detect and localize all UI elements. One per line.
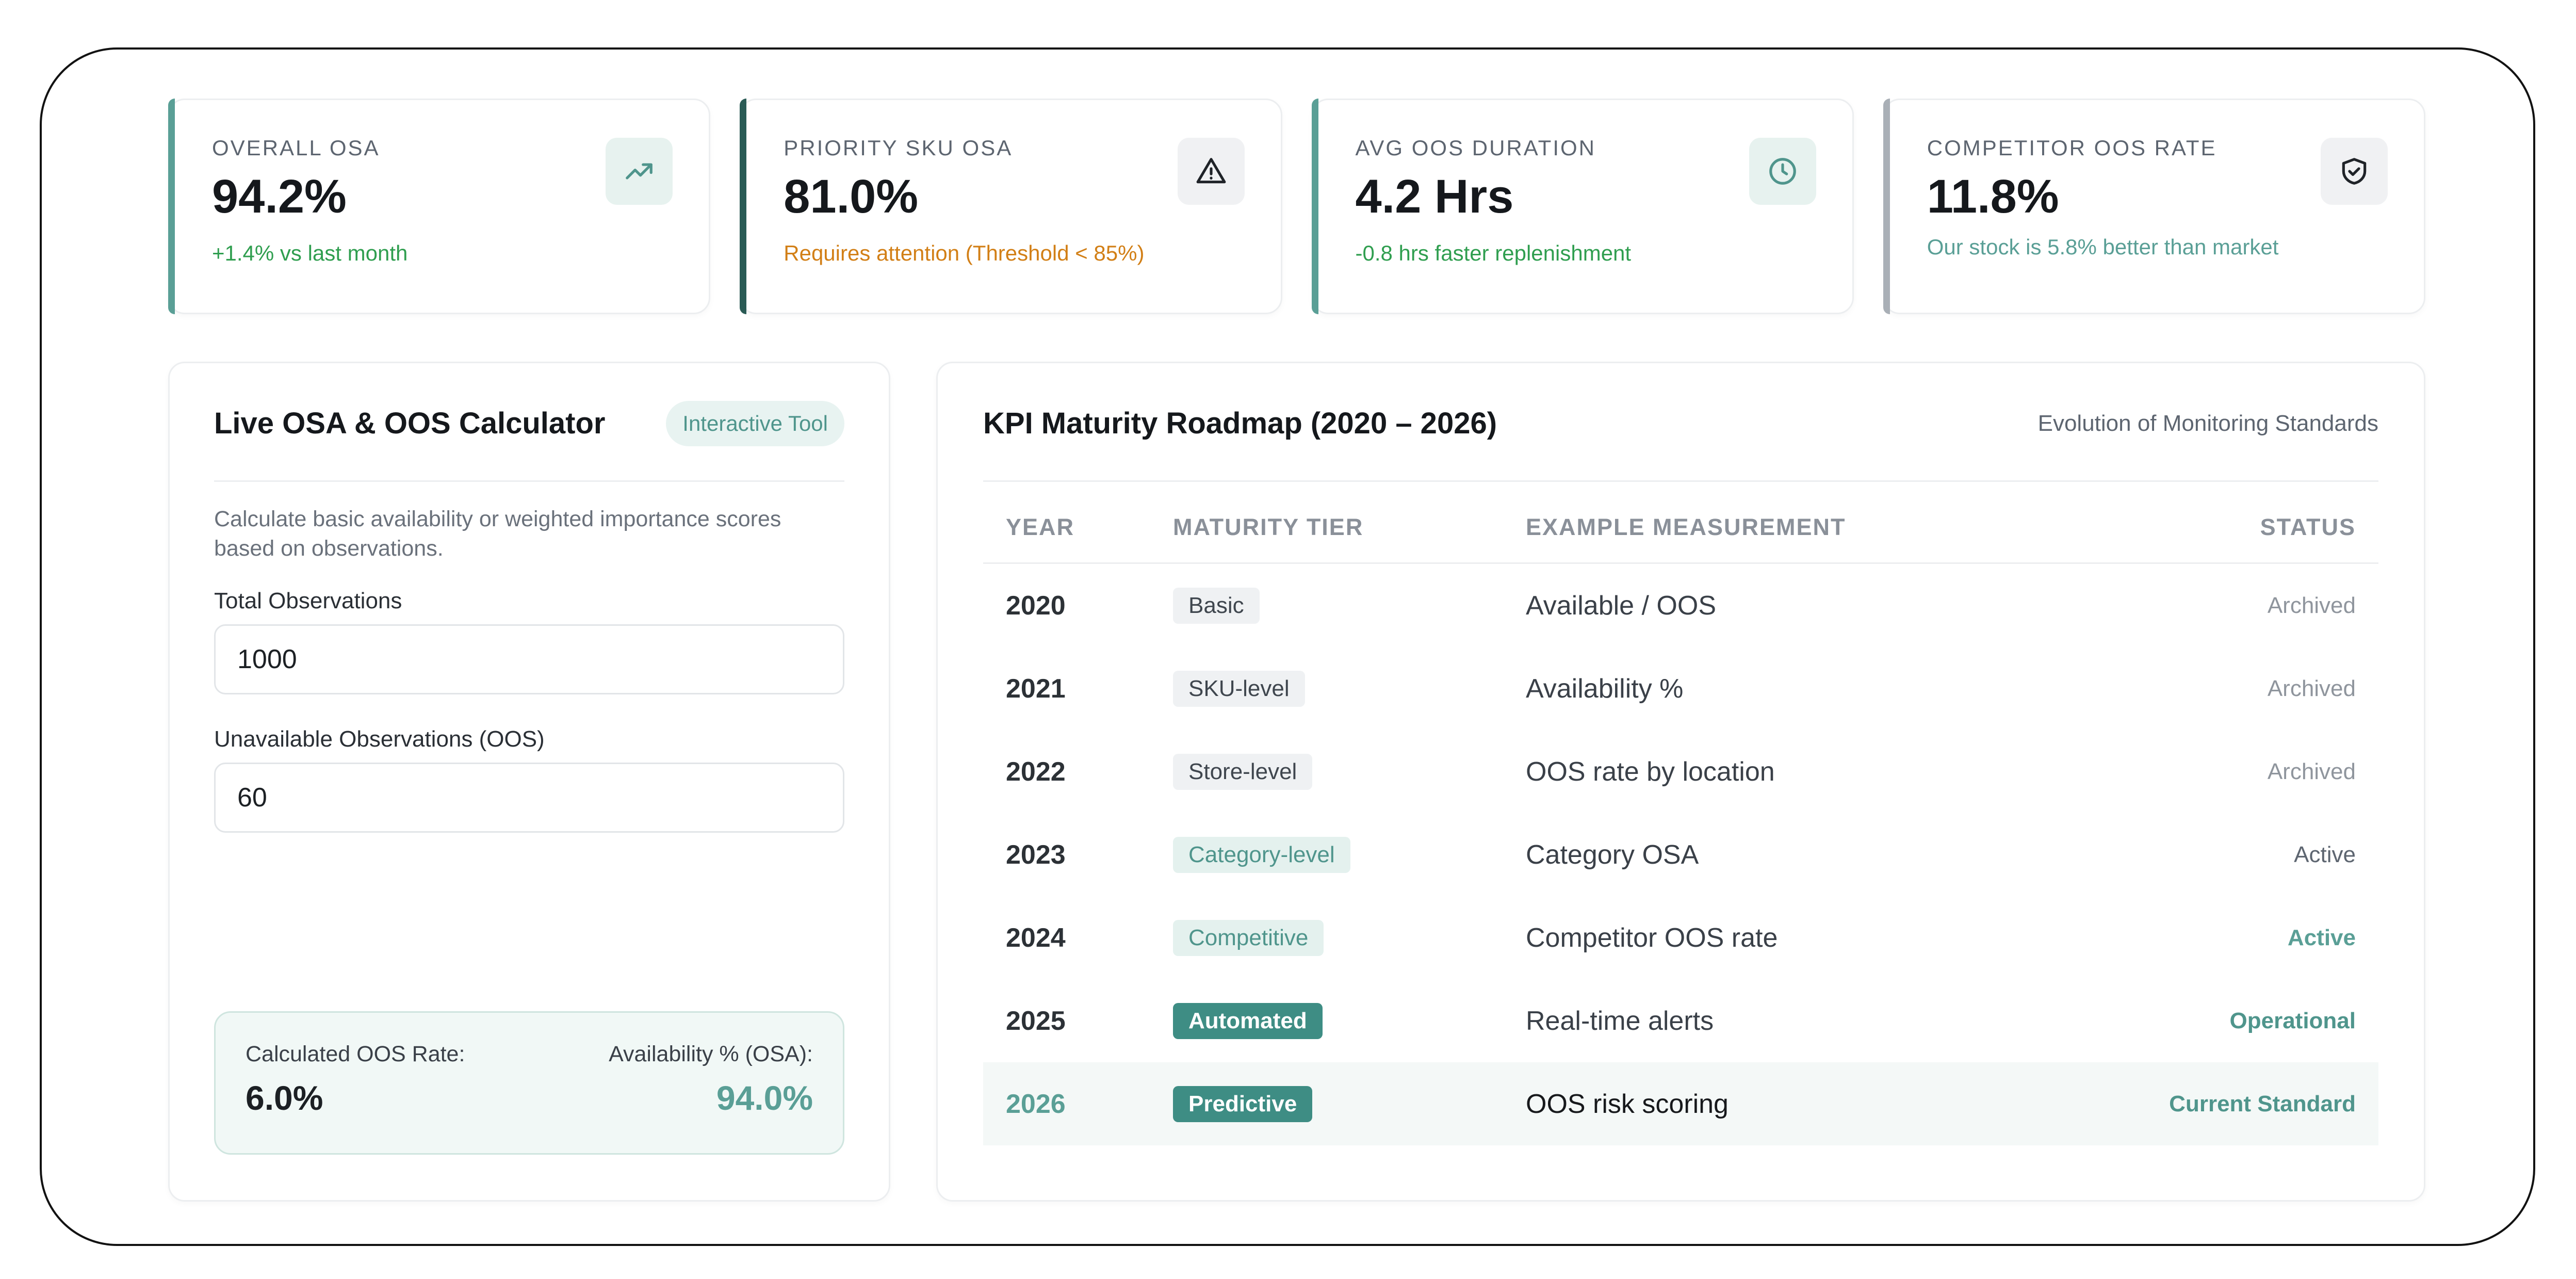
kpi-label: COMPETITOR OOS RATE [1927, 136, 2217, 160]
row-status: Archived [2267, 675, 2356, 701]
kpi-value: 11.8% [1927, 170, 2059, 223]
roadmap-table: YEAR MATURITY TIER EXAMPLE MEASUREMENT S… [983, 514, 2378, 1145]
column-header-year: YEAR [983, 514, 1150, 564]
kpi-value: 4.2 Hrs [1355, 170, 1514, 223]
kpi-warning: Requires attention (Threshold < 85%) [784, 241, 1145, 265]
osa-value: 94.0% [716, 1079, 813, 1117]
calculator-header: Live OSA & OOS Calculator Interactive To… [214, 363, 844, 482]
clock-icon [1749, 138, 1816, 205]
kpi-value: 94.2% [212, 170, 347, 223]
column-header-status: STATUS [2025, 514, 2378, 564]
total-observations-input[interactable]: 1000 [214, 624, 844, 694]
total-observations-label: Total Observations [214, 588, 402, 613]
calculator-description: Calculate basic availability or weighted… [214, 507, 781, 561]
kpi-card-avg-oos-duration: AVG OOS DURATION 4.2 Hrs -0.8 hrs faster… [1311, 99, 1854, 314]
tier-badge: Category-level [1173, 836, 1350, 873]
tier-badge: Store-level [1173, 753, 1313, 790]
calculator-title: Live OSA & OOS Calculator [214, 407, 606, 440]
row-measurement: Availability % [1526, 673, 1684, 704]
row-measurement: OOS risk scoring [1503, 1062, 2025, 1145]
row-year: 2025 [1006, 1006, 1066, 1036]
row-year: 2021 [1006, 673, 1066, 704]
tier-badge: SKU-level [1173, 670, 1305, 707]
table-row: 2022 Store-level OOS rate by location Ar… [983, 730, 2378, 813]
kpi-trend: -0.8 hrs faster replenishment [1355, 241, 1632, 265]
kpi-note: Our stock is 5.8% better than market [1927, 235, 2279, 259]
kpi-card-competitor-oos-rate: COMPETITOR OOS RATE 11.8% Our stock is 5… [1883, 99, 2425, 314]
kpi-card-overall-osa: OVERALL OSA 94.2% +1.4% vs last month [168, 99, 711, 314]
alert-triangle-icon [1177, 138, 1245, 205]
calculator-result-box: Calculated OOS Rate: 6.0% Availability %… [214, 1011, 844, 1155]
row-year: 2022 [1006, 756, 1066, 787]
row-status: Operational [2229, 1008, 2356, 1033]
unavailable-observations-label: Unavailable Observations (OOS) [214, 726, 545, 752]
row-status: Archived [2267, 758, 2356, 784]
row-measurement: Competitor OOS rate [1526, 922, 1778, 953]
row-status: Active [2294, 841, 2356, 867]
row-status: Archived [2267, 592, 2356, 618]
trending-up-icon [606, 138, 673, 205]
column-header-measurement: EXAMPLE MEASUREMENT [1503, 514, 2025, 564]
row-year: 2023 [1006, 839, 1066, 870]
tier-badge: Predictive [1173, 1086, 1313, 1122]
oos-rate-value: 6.0% [246, 1079, 323, 1117]
roadmap-title: KPI Maturity Roadmap (2020 – 2026) [983, 407, 1497, 440]
dashboard: OVERALL OSA 94.2% +1.4% vs last month PR… [168, 99, 2425, 1202]
interactive-tool-badge: Interactive Tool [666, 400, 844, 446]
row-year: 2026 [983, 1062, 1150, 1145]
kpi-row: OVERALL OSA 94.2% +1.4% vs last month PR… [168, 99, 2425, 314]
table-row: 2021 SKU-level Availability % Archived [983, 647, 2378, 730]
oos-rate-label: Calculated OOS Rate: [246, 1042, 465, 1066]
osa-result: Availability % (OSA): 94.0% [609, 1042, 813, 1153]
unavailable-observations-input[interactable]: 60 [214, 763, 844, 833]
panels: Live OSA & OOS Calculator Interactive To… [168, 362, 2425, 1202]
kpi-roadmap-panel: KPI Maturity Roadmap (2020 – 2026) Evolu… [936, 362, 2425, 1202]
kpi-card-priority-sku-osa: PRIORITY SKU OSA 81.0% Requires attentio… [740, 99, 1282, 314]
kpi-label: AVG OOS DURATION [1355, 136, 1596, 160]
row-status: Active [2287, 925, 2356, 950]
table-header-row: YEAR MATURITY TIER EXAMPLE MEASUREMENT S… [983, 514, 2378, 564]
row-measurement: Available / OOS [1526, 590, 1717, 621]
table-row: 2024 Competitive Competitor OOS rate Act… [983, 896, 2378, 979]
kpi-label: OVERALL OSA [212, 136, 380, 160]
tier-badge: Competitive [1173, 919, 1324, 956]
roadmap-header: KPI Maturity Roadmap (2020 – 2026) Evolu… [983, 363, 2378, 482]
oos-rate-result: Calculated OOS Rate: 6.0% [246, 1042, 465, 1153]
row-measurement: Real-time alerts [1526, 1006, 1714, 1036]
table-row: 2020 Basic Available / OOS Archived [983, 563, 2378, 647]
osa-calculator-panel: Live OSA & OOS Calculator Interactive To… [168, 362, 890, 1202]
kpi-label: PRIORITY SKU OSA [784, 136, 1013, 160]
tier-badge: Automated [1173, 1002, 1323, 1039]
column-header-tier: MATURITY TIER [1150, 514, 1503, 564]
row-measurement: OOS rate by location [1526, 756, 1775, 787]
osa-label: Availability % (OSA): [609, 1042, 813, 1066]
table-row: 2023 Category-level Category OSA Active [983, 813, 2378, 896]
table-row: 2025 Automated Real-time alerts Operatio… [983, 979, 2378, 1062]
roadmap-subtitle: Evolution of Monitoring Standards [2037, 410, 2378, 436]
tier-badge: Basic [1173, 587, 1260, 624]
row-measurement: Category OSA [1526, 839, 1699, 870]
row-year: 2020 [1006, 590, 1066, 621]
row-year: 2024 [1006, 922, 1066, 953]
shield-check-icon [2321, 138, 2388, 205]
row-status: Current Standard [2025, 1062, 2378, 1145]
kpi-value: 81.0% [784, 170, 919, 223]
table-row-current: 2026 Predictive OOS risk scoring Current… [983, 1062, 2378, 1145]
kpi-trend: +1.4% vs last month [212, 241, 408, 265]
